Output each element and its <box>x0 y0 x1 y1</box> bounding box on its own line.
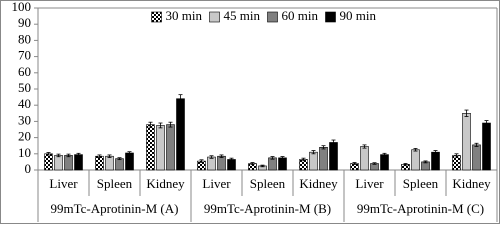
x-tick-label: Kidney <box>452 176 491 191</box>
error-bar <box>56 153 61 158</box>
bar <box>105 155 114 171</box>
legend-swatch <box>325 11 336 23</box>
error-bar <box>76 152 81 157</box>
error-bar <box>127 151 132 155</box>
y-tick-label: 50 <box>18 80 31 95</box>
error-bar <box>107 154 112 158</box>
bar <box>268 157 277 171</box>
error-bar <box>250 162 255 165</box>
bar <box>472 144 481 171</box>
error-bar <box>219 154 224 158</box>
bar <box>44 153 53 171</box>
bar <box>319 147 328 171</box>
group-label: 99mTc-Aprotinin-M (A) <box>51 201 179 216</box>
error-bar <box>423 160 428 164</box>
bar <box>176 98 185 171</box>
bar <box>54 155 63 171</box>
error-bar <box>148 121 153 128</box>
error-bar <box>413 148 418 152</box>
error-bar <box>229 157 234 162</box>
error-bar <box>158 122 163 129</box>
bar <box>452 155 461 171</box>
bar <box>360 146 369 171</box>
bar <box>309 151 318 171</box>
bar <box>482 122 491 171</box>
error-bar <box>260 164 265 168</box>
y-tick-label: 60 <box>18 64 31 79</box>
bar <box>95 155 104 171</box>
error-bar <box>382 152 387 157</box>
bar <box>156 125 165 171</box>
x-tick-label: Spleen <box>97 176 133 191</box>
error-bar <box>97 154 102 158</box>
x-tick-label: Liver <box>202 176 231 191</box>
error-bar <box>270 156 275 160</box>
x-tick-label: Kidney <box>146 176 185 191</box>
bar <box>166 124 175 171</box>
y-tick-label: 0 <box>25 161 32 176</box>
x-tick-label: Spleen <box>403 176 439 191</box>
bar <box>115 158 124 171</box>
bar <box>64 155 73 171</box>
y-tick-label: 20 <box>18 129 31 144</box>
y-tick-label: 70 <box>18 48 31 63</box>
error-bar <box>464 109 469 117</box>
x-tick-label: Kidney <box>299 176 338 191</box>
error-bar <box>66 153 71 158</box>
legend-swatch <box>151 11 162 23</box>
error-bar <box>117 157 122 161</box>
bar <box>207 156 216 171</box>
error-bar <box>484 120 489 126</box>
error-bar <box>474 142 479 147</box>
error-bar <box>321 145 326 150</box>
y-tick-label: 100 <box>12 0 32 14</box>
bar <box>411 149 420 171</box>
error-bar <box>311 150 316 155</box>
error-bar <box>178 94 183 104</box>
legend-label: 30 min <box>166 8 203 23</box>
x-tick-label: Spleen <box>250 176 286 191</box>
bar <box>125 152 134 171</box>
group-label: 99mTc-Aprotinin-M (B) <box>204 201 331 216</box>
bar <box>74 154 83 171</box>
error-bar <box>352 162 357 165</box>
error-bar <box>301 157 306 162</box>
legend-swatch <box>209 11 220 23</box>
error-bar <box>433 150 438 155</box>
y-tick-label: 30 <box>18 112 31 127</box>
y-tick-label: 10 <box>18 145 31 160</box>
error-bar <box>362 144 367 149</box>
error-bar <box>454 153 459 158</box>
bar <box>329 142 338 171</box>
bar <box>217 155 226 171</box>
error-bar <box>209 155 214 159</box>
error-bar <box>46 152 51 156</box>
error-bar <box>280 156 285 160</box>
y-tick-label: 80 <box>18 31 31 46</box>
bar <box>431 151 440 171</box>
y-tick-label: 90 <box>18 15 31 30</box>
legend-label: 45 min <box>224 8 261 23</box>
error-bar <box>403 163 408 166</box>
bar <box>462 113 471 171</box>
bar <box>146 124 155 171</box>
error-bar <box>168 121 173 128</box>
error-bar <box>372 162 377 165</box>
legend-label: 90 min <box>340 8 377 23</box>
error-bar <box>199 159 204 163</box>
legend-label: 60 min <box>282 8 319 23</box>
bar <box>380 154 389 171</box>
error-bar <box>331 139 336 146</box>
x-tick-label: Liver <box>355 176 384 191</box>
x-tick-label: Liver <box>49 176 78 191</box>
group-label: 99mTc-Aprotinin-M (C) <box>357 201 484 216</box>
bar <box>278 157 287 171</box>
legend-swatch <box>267 11 278 23</box>
y-tick-label: 40 <box>18 96 31 111</box>
